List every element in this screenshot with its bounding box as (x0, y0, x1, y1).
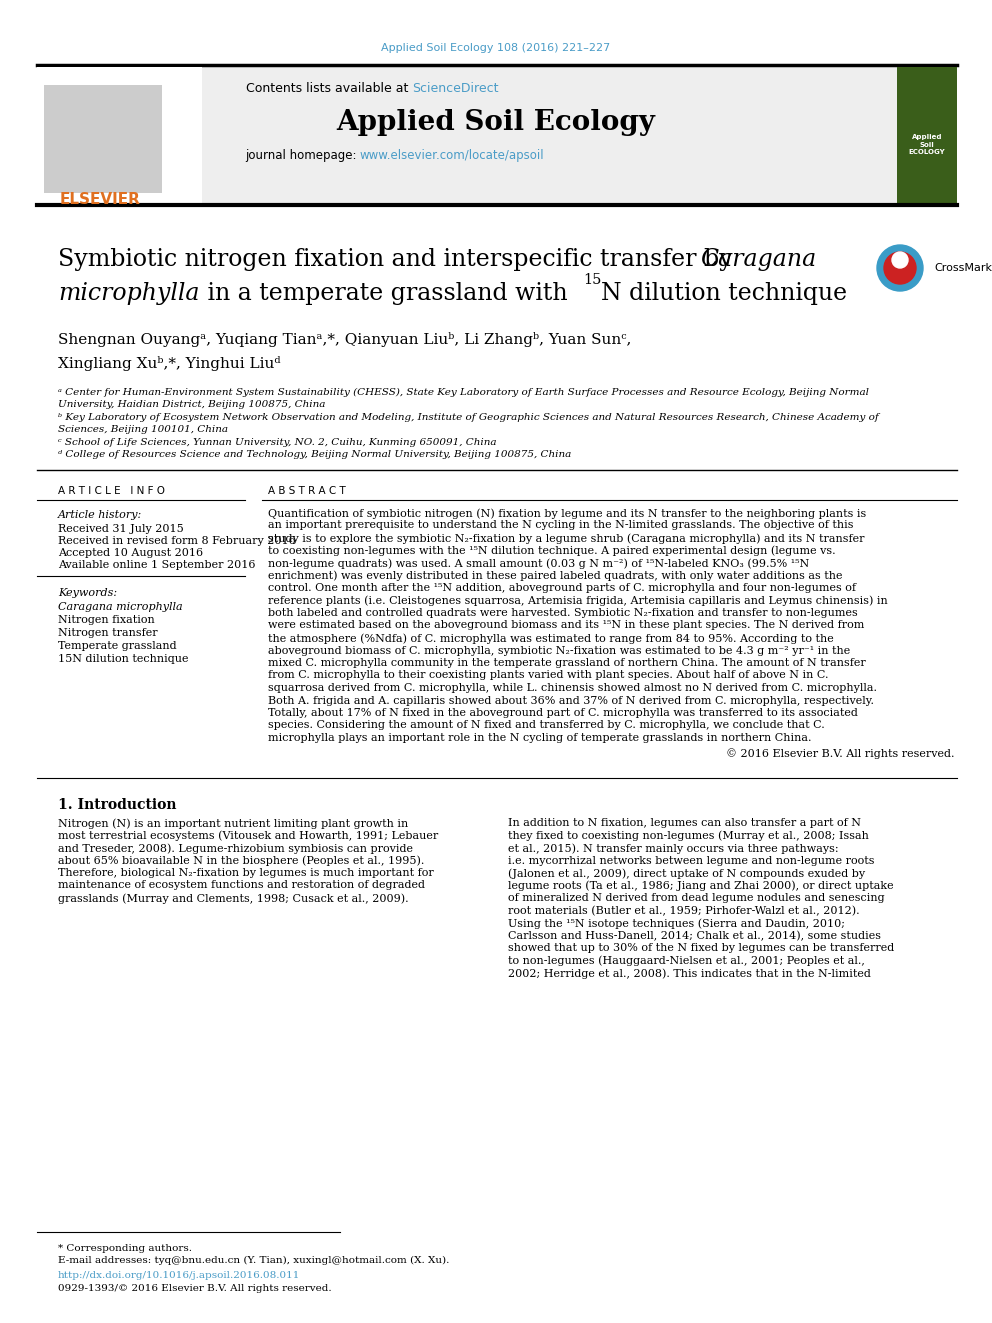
Text: 15: 15 (583, 273, 601, 287)
Text: most terrestrial ecosystems (Vitousek and Howarth, 1991; Lebauer: most terrestrial ecosystems (Vitousek an… (58, 831, 438, 841)
Text: http://dx.doi.org/10.1016/j.apsoil.2016.08.011: http://dx.doi.org/10.1016/j.apsoil.2016.… (58, 1271, 301, 1279)
Text: study is to explore the symbiotic N₂-fixation by a legume shrub (Caragana microp: study is to explore the symbiotic N₂-fix… (268, 533, 864, 544)
Text: control. One month after the ¹⁵N addition, aboveground parts of C. microphylla a: control. One month after the ¹⁵N additio… (268, 583, 856, 593)
Text: microphylla plays an important role in the N cycling of temperate grasslands in : microphylla plays an important role in t… (268, 733, 811, 744)
Text: ᵈ College of Resources Science and Technology, Beijing Normal University, Beijin: ᵈ College of Resources Science and Techn… (58, 450, 571, 459)
Text: squarrosa derived from C. microphylla, while L. chinensis showed almost no N der: squarrosa derived from C. microphylla, w… (268, 683, 877, 693)
Text: journal homepage:: journal homepage: (245, 148, 360, 161)
Text: Quantification of symbiotic nitrogen (N) fixation by legume and its N transfer t: Quantification of symbiotic nitrogen (N)… (268, 508, 866, 519)
Text: Article history:: Article history: (58, 509, 142, 520)
Text: 1. Introduction: 1. Introduction (58, 798, 177, 812)
Text: 0929-1393/© 2016 Elsevier B.V. All rights reserved.: 0929-1393/© 2016 Elsevier B.V. All right… (58, 1285, 331, 1293)
Text: Contents lists available at: Contents lists available at (246, 82, 412, 94)
Text: Available online 1 September 2016: Available online 1 September 2016 (58, 560, 256, 570)
FancyBboxPatch shape (44, 85, 162, 193)
Text: i.e. mycorrhizal networks between legume and non-legume roots: i.e. mycorrhizal networks between legume… (508, 856, 875, 865)
Text: Temperate grassland: Temperate grassland (58, 642, 177, 651)
Text: E-mail addresses: tyq@bnu.edu.cn (Y. Tian), xuxingl@hotmail.com (X. Xu).: E-mail addresses: tyq@bnu.edu.cn (Y. Tia… (58, 1256, 449, 1265)
Text: reference plants (i.e. Cleistogenes squarrosa, Artemisia frigida, Artemisia capi: reference plants (i.e. Cleistogenes squa… (268, 595, 888, 606)
Text: the atmosphere (%Ndfa) of C. microphylla was estimated to range from 84 to 95%. : the atmosphere (%Ndfa) of C. microphylla… (268, 632, 833, 643)
Text: Applied Soil Ecology: Applied Soil Ecology (336, 108, 656, 135)
Text: of mineralized N derived from dead legume nodules and senescing: of mineralized N derived from dead legum… (508, 893, 885, 904)
Text: they fixed to coexisting non-legumes (Murray et al., 2008; Issah: they fixed to coexisting non-legumes (Mu… (508, 831, 869, 841)
Text: Accepted 10 August 2016: Accepted 10 August 2016 (58, 548, 203, 558)
Text: root materials (Butler et al., 1959; Pirhofer-Walzl et al., 2012).: root materials (Butler et al., 1959; Pir… (508, 905, 860, 916)
Circle shape (877, 245, 923, 291)
Text: Nitrogen (N) is an important nutrient limiting plant growth in: Nitrogen (N) is an important nutrient li… (58, 818, 409, 828)
Text: were estimated based on the aboveground biomass and its ¹⁵N in these plant speci: were estimated based on the aboveground … (268, 620, 864, 631)
Text: ᵇ Key Laboratory of Ecosystem Network Observation and Modeling, Institute of Geo: ᵇ Key Laboratory of Ecosystem Network Ob… (58, 413, 879, 422)
Text: in a temperate grassland with: in a temperate grassland with (200, 282, 575, 306)
Text: * Corresponding authors.: * Corresponding authors. (58, 1244, 192, 1253)
Text: Shengnan Ouyangᵃ, Yuqiang Tianᵃ,*, Qianyuan Liuᵇ, Li Zhangᵇ, Yuan Sunᶜ,: Shengnan Ouyangᵃ, Yuqiang Tianᵃ,*, Qiany… (58, 332, 631, 347)
Text: Both A. frigida and A. capillaris showed about 36% and 37% of N derived from C. : Both A. frigida and A. capillaris showed… (268, 696, 874, 705)
Text: and Treseder, 2008). Legume-rhizobium symbiosis can provide: and Treseder, 2008). Legume-rhizobium sy… (58, 843, 413, 853)
Text: et al., 2015). N transfer mainly occurs via three pathways:: et al., 2015). N transfer mainly occurs … (508, 843, 838, 853)
Text: In addition to N fixation, legumes can also transfer a part of N: In addition to N fixation, legumes can a… (508, 818, 861, 828)
Circle shape (892, 251, 908, 269)
Text: enrichment) was evenly distributed in these paired labeled quadrats, with only w: enrichment) was evenly distributed in th… (268, 570, 842, 581)
Text: N dilution technique: N dilution technique (601, 282, 847, 306)
Text: Applied Soil Ecology 108 (2016) 221–227: Applied Soil Ecology 108 (2016) 221–227 (381, 44, 611, 53)
Text: Sciences, Beijing 100101, China: Sciences, Beijing 100101, China (58, 425, 228, 434)
Text: to non-legumes (Hauggaard-Nielsen et al., 2001; Peoples et al.,: to non-legumes (Hauggaard-Nielsen et al.… (508, 955, 865, 966)
Text: Caragana: Caragana (700, 247, 816, 271)
Text: Therefore, biological N₂-fixation by legumes is much important for: Therefore, biological N₂-fixation by leg… (58, 868, 434, 878)
Text: from C. microphylla to their coexisting plants varied with plant species. About : from C. microphylla to their coexisting … (268, 671, 828, 680)
FancyBboxPatch shape (37, 67, 202, 205)
Text: ᵃ Center for Human-Environment System Sustainability (CHESS), State Key Laborato: ᵃ Center for Human-Environment System Su… (58, 388, 869, 397)
Text: A R T I C L E   I N F O: A R T I C L E I N F O (58, 486, 165, 496)
Text: about 65% bioavailable N in the biosphere (Peoples et al., 1995).: about 65% bioavailable N in the biospher… (58, 856, 425, 867)
Text: ᶜ School of Life Sciences, Yunnan University, NO. 2, Cuihu, Kunming 650091, Chin: ᶜ School of Life Sciences, Yunnan Univer… (58, 438, 497, 447)
Text: ELSEVIER: ELSEVIER (60, 193, 141, 208)
Text: Nitrogen transfer: Nitrogen transfer (58, 628, 158, 638)
Text: Keywords:: Keywords: (58, 587, 117, 598)
Text: microphylla: microphylla (58, 282, 199, 306)
Text: CrossMark: CrossMark (934, 263, 992, 273)
Text: grasslands (Murray and Clements, 1998; Cusack et al., 2009).: grasslands (Murray and Clements, 1998; C… (58, 893, 409, 904)
Text: aboveground biomass of C. microphylla, symbiotic N₂-fixation was estimated to be: aboveground biomass of C. microphylla, s… (268, 646, 850, 655)
Text: ScienceDirect: ScienceDirect (412, 82, 499, 94)
FancyBboxPatch shape (37, 67, 897, 205)
Text: Carlsson and Huss-Danell, 2014; Chalk et al., 2014), some studies: Carlsson and Huss-Danell, 2014; Chalk et… (508, 930, 881, 941)
Text: legume roots (Ta et al., 1986; Jiang and Zhai 2000), or direct uptake: legume roots (Ta et al., 1986; Jiang and… (508, 881, 894, 892)
Text: Received in revised form 8 February 2016: Received in revised form 8 February 2016 (58, 536, 296, 546)
Circle shape (884, 251, 916, 284)
Text: University, Haidian District, Beijing 100875, China: University, Haidian District, Beijing 10… (58, 400, 325, 409)
Text: species. Considering the amount of N fixed and transferred by C. microphylla, we: species. Considering the amount of N fix… (268, 721, 824, 730)
Text: an important prerequisite to understand the N cycling in the N-limited grassland: an important prerequisite to understand … (268, 520, 853, 531)
Text: Using the ¹⁵N isotope techniques (Sierra and Daudin, 2010;: Using the ¹⁵N isotope techniques (Sierra… (508, 918, 845, 929)
Text: Symbiotic nitrogen fixation and interspecific transfer by: Symbiotic nitrogen fixation and interspe… (58, 247, 740, 271)
Text: (Jalonen et al., 2009), direct uptake of N compounds exuded by: (Jalonen et al., 2009), direct uptake of… (508, 868, 865, 878)
Text: Xingliang Xuᵇ,*, Yinghui Liuᵈ: Xingliang Xuᵇ,*, Yinghui Liuᵈ (58, 356, 281, 370)
Text: 15N dilution technique: 15N dilution technique (58, 654, 188, 664)
Text: 2002; Herridge et al., 2008). This indicates that in the N-limited: 2002; Herridge et al., 2008). This indic… (508, 968, 871, 979)
Text: showed that up to 30% of the N fixed by legumes can be transferred: showed that up to 30% of the N fixed by … (508, 943, 894, 953)
Text: both labeled and controlled quadrats were harvested. Symbiotic N₂-fixation and t: both labeled and controlled quadrats wer… (268, 609, 858, 618)
Text: maintenance of ecosystem functions and restoration of degraded: maintenance of ecosystem functions and r… (58, 881, 425, 890)
Text: Nitrogen fixation: Nitrogen fixation (58, 615, 155, 624)
Text: A B S T R A C T: A B S T R A C T (268, 486, 346, 496)
Text: to coexisting non-legumes with the ¹⁵N dilution technique. A paired experimental: to coexisting non-legumes with the ¹⁵N d… (268, 545, 835, 556)
Text: Applied
Soil
ECOLOGY: Applied Soil ECOLOGY (909, 135, 945, 156)
Text: Totally, about 17% of N fixed in the aboveground part of C. microphylla was tran: Totally, about 17% of N fixed in the abo… (268, 708, 858, 718)
Text: Received 31 July 2015: Received 31 July 2015 (58, 524, 184, 534)
Text: Caragana microphylla: Caragana microphylla (58, 602, 183, 613)
Text: www.elsevier.com/locate/apsoil: www.elsevier.com/locate/apsoil (360, 148, 545, 161)
Text: non-legume quadrats) was used. A small amount (0.03 g N m⁻²) of ¹⁵N-labeled KNO₃: non-legume quadrats) was used. A small a… (268, 558, 809, 569)
Text: © 2016 Elsevier B.V. All rights reserved.: © 2016 Elsevier B.V. All rights reserved… (726, 749, 955, 759)
FancyBboxPatch shape (897, 67, 957, 205)
Text: mixed C. microphylla community in the temperate grassland of northern China. The: mixed C. microphylla community in the te… (268, 658, 866, 668)
